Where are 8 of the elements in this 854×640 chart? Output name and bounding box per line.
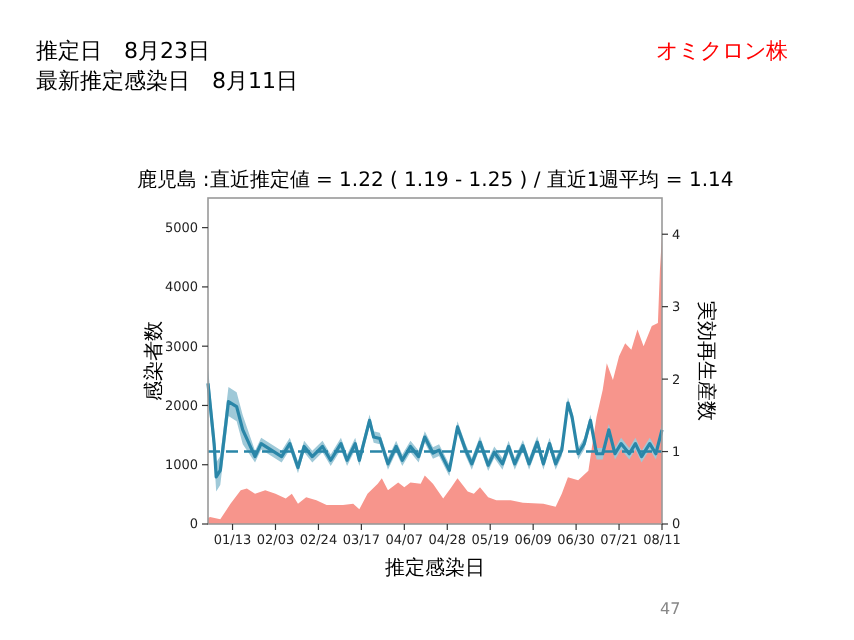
y-axis-title: 感染者数 bbox=[142, 321, 166, 401]
title: 鹿児島 :直近推定値 = 1.22 ( 1.19 - 1.25 ) / 直近1週平均 = 1.14 bbox=[136, 170, 734, 192]
annotation: 推定日 8月23日 bbox=[36, 38, 210, 64]
annotation: 47 bbox=[660, 600, 681, 618]
annotation: 最新推定感染日 8月11日 bbox=[36, 68, 298, 94]
annotation: オミクロン株 bbox=[656, 38, 788, 64]
y2-axis-title: 実効再生産数 bbox=[694, 301, 718, 421]
x-axis-title: 推定感染日 bbox=[385, 556, 485, 580]
